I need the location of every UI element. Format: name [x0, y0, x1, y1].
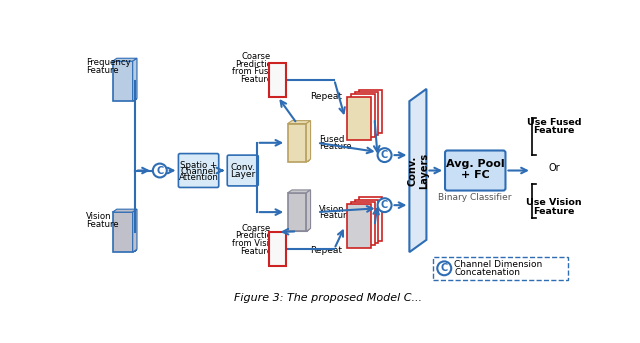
Text: Or: Or — [548, 163, 560, 173]
Polygon shape — [289, 123, 307, 161]
Polygon shape — [348, 204, 371, 248]
Polygon shape — [291, 121, 310, 160]
Text: Use Fused: Use Fused — [527, 118, 582, 127]
Polygon shape — [307, 190, 310, 231]
Text: Feature: Feature — [86, 66, 119, 75]
Text: Conv.: Conv. — [230, 163, 255, 172]
Polygon shape — [289, 192, 307, 230]
Polygon shape — [288, 121, 310, 123]
Text: Vision: Vision — [86, 212, 112, 221]
Text: Use Vision: Use Vision — [527, 198, 582, 208]
Polygon shape — [288, 193, 307, 231]
Text: Channel: Channel — [181, 167, 216, 176]
Text: Channel Dimension: Channel Dimension — [454, 260, 543, 269]
Circle shape — [437, 261, 451, 275]
FancyBboxPatch shape — [433, 257, 568, 280]
Text: Feature: Feature — [534, 207, 575, 216]
Polygon shape — [114, 60, 134, 100]
Text: C: C — [381, 150, 388, 160]
Circle shape — [378, 148, 392, 162]
Polygon shape — [269, 63, 286, 97]
Polygon shape — [132, 58, 137, 101]
Polygon shape — [348, 97, 371, 140]
Text: Vision: Vision — [319, 204, 344, 214]
Text: Repeat: Repeat — [310, 246, 342, 255]
Polygon shape — [351, 202, 374, 245]
Text: from Fused: from Fused — [232, 68, 280, 76]
Text: Binary Classifier: Binary Classifier — [438, 193, 512, 202]
Polygon shape — [359, 198, 382, 240]
Text: C: C — [440, 263, 448, 273]
Polygon shape — [132, 209, 137, 252]
Text: Feature: Feature — [319, 211, 351, 221]
Text: Conv.
Layers: Conv. Layers — [407, 152, 429, 189]
Polygon shape — [291, 191, 310, 229]
FancyBboxPatch shape — [227, 155, 259, 186]
Text: Fused: Fused — [319, 135, 344, 144]
Text: + FC: + FC — [461, 170, 490, 180]
Polygon shape — [115, 60, 135, 100]
Polygon shape — [116, 210, 136, 250]
Polygon shape — [351, 94, 374, 138]
Polygon shape — [113, 209, 137, 212]
Text: C: C — [381, 200, 388, 210]
Text: Repeat: Repeat — [310, 92, 342, 101]
Text: Feature: Feature — [240, 75, 272, 84]
Polygon shape — [269, 232, 286, 266]
Polygon shape — [288, 190, 310, 193]
Text: Attention: Attention — [179, 173, 218, 182]
Polygon shape — [355, 200, 378, 243]
Circle shape — [378, 198, 392, 212]
Text: Feature: Feature — [534, 126, 575, 135]
Text: Layer: Layer — [230, 170, 255, 179]
Polygon shape — [410, 89, 426, 252]
Text: Figure 3: The proposed Model C...: Figure 3: The proposed Model C... — [234, 293, 422, 303]
Polygon shape — [355, 92, 378, 135]
Polygon shape — [113, 61, 132, 101]
Polygon shape — [288, 123, 307, 162]
Text: C: C — [156, 166, 163, 176]
Text: Avg. Pool: Avg. Pool — [446, 159, 504, 169]
FancyBboxPatch shape — [445, 151, 506, 191]
Text: Feature: Feature — [319, 142, 351, 151]
FancyBboxPatch shape — [179, 154, 219, 188]
Text: Coarse: Coarse — [241, 52, 271, 61]
Text: Prediction: Prediction — [235, 60, 277, 69]
Polygon shape — [113, 212, 132, 252]
Polygon shape — [113, 58, 137, 61]
Text: Prediction: Prediction — [235, 232, 277, 240]
Text: Spatio +: Spatio + — [180, 161, 217, 170]
Text: Coarse: Coarse — [241, 224, 271, 233]
Polygon shape — [290, 191, 308, 230]
Polygon shape — [290, 122, 308, 161]
Polygon shape — [115, 211, 135, 251]
Polygon shape — [116, 59, 136, 99]
Text: Feature: Feature — [86, 220, 119, 229]
Circle shape — [153, 164, 167, 177]
Text: Frequency: Frequency — [86, 58, 131, 67]
Polygon shape — [114, 211, 134, 251]
Text: from Vision: from Vision — [232, 239, 280, 248]
Text: Concatenation: Concatenation — [454, 268, 520, 277]
Polygon shape — [307, 121, 310, 162]
Text: Feature: Feature — [240, 247, 272, 256]
Polygon shape — [359, 90, 382, 133]
